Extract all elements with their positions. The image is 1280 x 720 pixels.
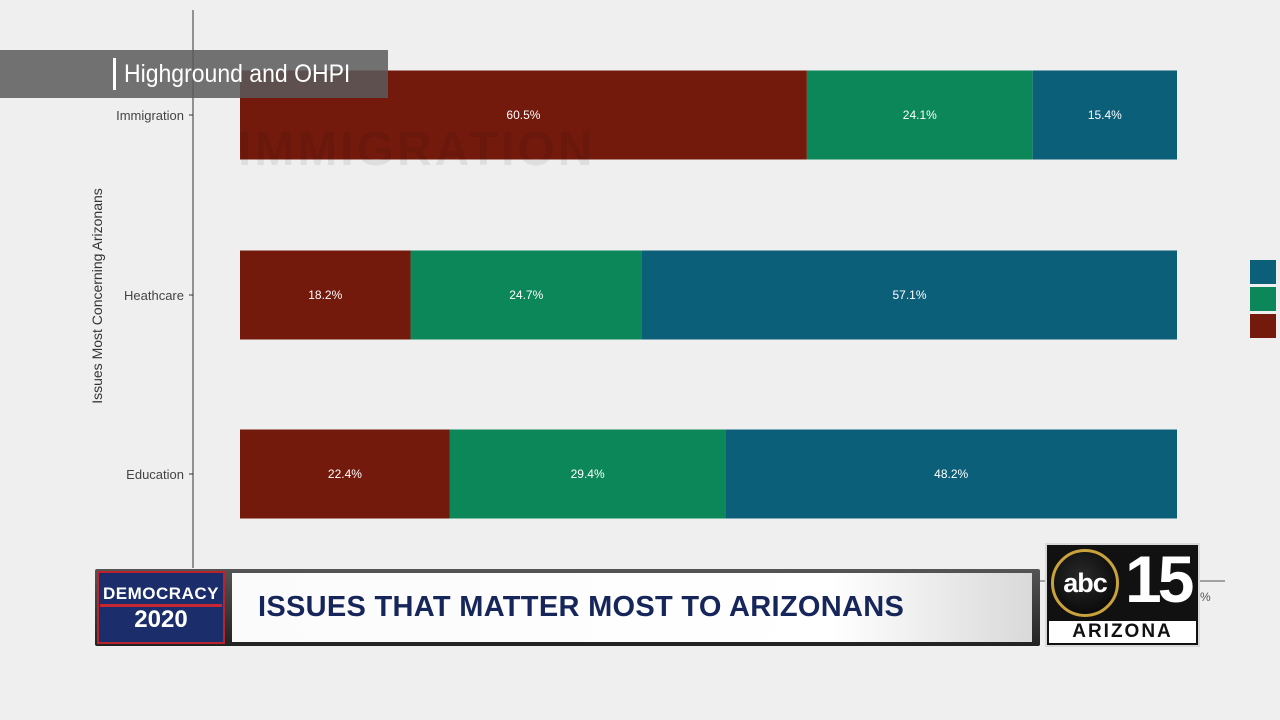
logo-state-banner: ARIZONA [1049, 621, 1196, 643]
bar-education-segment-2 [449, 429, 726, 519]
headline-text: ISSUES THAT MATTER MOST TO ARIZONANS [258, 591, 905, 623]
category-labels: Immigration Heathcare Education [116, 108, 193, 482]
data-label-education-2: 29.4% [571, 467, 605, 481]
data-label-education-1: 22.4% [328, 467, 362, 481]
x-tick-fragment: % [1200, 590, 1211, 604]
source-divider [113, 58, 116, 90]
bar-heathcare-segment-3 [641, 250, 1177, 340]
bar-heathcare-segment-2 [410, 250, 642, 340]
background-watermark: IMMIGRATION [238, 123, 596, 176]
abc-circle: abc [1051, 549, 1119, 617]
badge-stripe [100, 603, 222, 607]
badge-year: 2020 [134, 605, 188, 633]
bar-immigration-segment-3 [1032, 70, 1177, 160]
logo-abc-text: abc [1063, 567, 1108, 598]
source-text: Highground and OHPI [124, 59, 351, 88]
data-label-heathcare-2: 24.7% [509, 288, 543, 302]
data-label-immigration-3: 15.4% [1088, 108, 1122, 122]
category-label-immigration: Immigration [116, 108, 184, 123]
bar-education-segment-1 [240, 429, 450, 519]
category-label-heathcare: Heathcare [124, 288, 184, 303]
legend-swatch-3 [1250, 314, 1276, 338]
headline-box: ISSUES THAT MATTER MOST TO ARIZONANS [232, 573, 1032, 642]
data-label-education-3: 48.2% [934, 467, 968, 481]
democracy-2020-badge: DEMOCRACY 2020 [97, 571, 225, 644]
bar-immigration-segment-2 [806, 70, 1033, 160]
data-label-immigration-2: 24.1% [903, 108, 937, 122]
legend [1250, 260, 1276, 338]
data-label-immigration-1: 60.5% [506, 108, 540, 122]
source-tag: Highground and OHPI [0, 50, 388, 98]
y-axis-title: Issues Most Concerning Arizonans [89, 188, 105, 404]
logo-channel-number: 15 [1125, 542, 1194, 616]
legend-swatch-1 [1250, 260, 1276, 284]
data-label-heathcare-3: 57.1% [892, 288, 926, 302]
bar-heathcare-segment-1 [240, 250, 411, 340]
badge-title: DEMOCRACY [103, 583, 219, 603]
data-label-heathcare-1: 18.2% [308, 288, 342, 302]
abc15-logo: abc 15 ARIZONA [1045, 542, 1200, 647]
legend-swatch-2 [1250, 287, 1276, 311]
bars-group: 60.5% 24.1% 15.4% 18.2% 24.7% 57.1% 22.4% 29.4%… [240, 70, 1177, 519]
category-label-education: Education [126, 467, 184, 482]
bar-education-segment-3 [725, 429, 1177, 519]
